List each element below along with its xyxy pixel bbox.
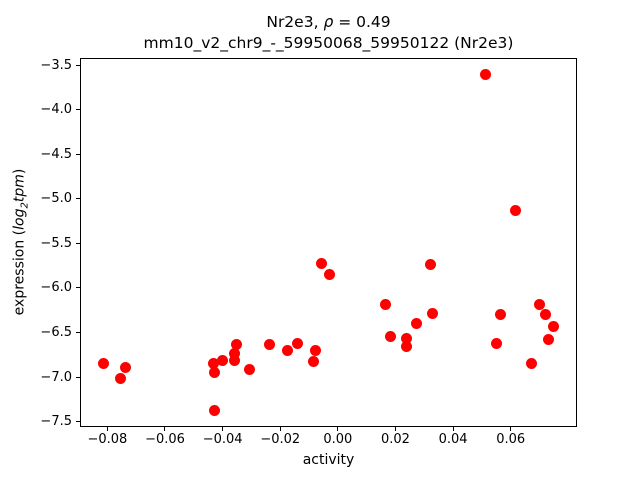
y-tick-label: −6.5 <box>40 325 72 341</box>
data-point <box>400 341 412 353</box>
x-tick-mark <box>106 427 108 431</box>
title-rho-symbol: ρ <box>323 13 334 31</box>
y-tick-mark <box>76 153 80 155</box>
x-tick-mark <box>279 427 281 431</box>
data-point <box>315 258 327 270</box>
x-tick-label: −0.06 <box>145 432 185 447</box>
data-point <box>281 344 293 356</box>
x-tick-mark <box>394 427 396 431</box>
data-point <box>323 269 335 281</box>
x-tick-label: 0.06 <box>496 432 526 447</box>
data-point <box>479 68 491 80</box>
y-tick-mark <box>76 198 80 200</box>
data-point <box>263 338 275 350</box>
data-point <box>427 308 439 320</box>
y-tick-label: −4.0 <box>40 102 72 118</box>
y-label-suffix: ) <box>11 168 28 175</box>
plot-area <box>80 58 577 427</box>
data-point <box>384 330 396 342</box>
data-point <box>424 259 436 271</box>
data-point <box>120 361 132 373</box>
data-point <box>411 318 423 330</box>
data-point <box>495 309 507 321</box>
data-point <box>216 354 228 366</box>
y-tick-label: −5.5 <box>40 235 72 251</box>
data-point <box>491 337 503 349</box>
y-tick-label: −6.0 <box>40 280 72 296</box>
data-point <box>114 373 126 385</box>
x-tick-label: 0.04 <box>438 432 468 447</box>
chart-title-line1: Nr2e3, ρ = 0.49 <box>80 12 577 33</box>
y-tick-label: −7.0 <box>40 369 72 385</box>
data-point <box>379 299 391 311</box>
y-tick-label: −3.5 <box>40 57 72 73</box>
y-tick-mark <box>76 421 80 423</box>
x-tick-mark <box>510 427 512 431</box>
x-tick-label: −0.08 <box>87 432 128 447</box>
y-tick-mark <box>76 287 80 289</box>
y-label-log: log <box>11 208 28 230</box>
x-tick-label: 0.00 <box>323 432 353 447</box>
data-point <box>540 309 552 321</box>
x-tick-mark <box>337 427 339 431</box>
data-point <box>230 338 242 350</box>
y-tick-mark <box>76 332 80 334</box>
x-tick-mark <box>452 427 454 431</box>
y-tick-label: −7.5 <box>40 414 72 430</box>
x-tick-mark <box>164 427 166 431</box>
y-tick-mark <box>76 242 80 244</box>
data-point <box>309 344 321 356</box>
x-tick-label: 0.02 <box>381 432 410 447</box>
chart-title: Nr2e3, ρ = 0.49 mm10_v2_chr9_-_59950068_… <box>80 12 577 53</box>
y-tick-mark <box>76 64 80 66</box>
x-tick-label: −0.04 <box>202 432 243 447</box>
data-point <box>208 404 220 416</box>
title-gene-prefix: Nr2e3, <box>266 13 324 31</box>
data-point <box>533 298 545 310</box>
data-point <box>292 337 304 349</box>
y-tick-label: −4.5 <box>40 146 72 162</box>
data-point <box>229 354 241 366</box>
y-tick-mark <box>76 376 80 378</box>
data-point <box>542 334 554 346</box>
x-tick-mark <box>222 427 224 431</box>
data-point <box>228 347 240 359</box>
data-point <box>401 333 413 345</box>
data-point <box>307 355 319 367</box>
data-point <box>208 358 220 370</box>
data-point <box>525 358 537 370</box>
y-tick-label: −5.0 <box>40 191 72 207</box>
data-point <box>97 358 109 370</box>
chart-subtitle: mm10_v2_chr9_-_59950068_59950122 (Nr2e3) <box>143 33 514 52</box>
data-point <box>510 204 522 216</box>
title-rho-value: = 0.49 <box>333 13 391 31</box>
data-point <box>244 364 256 376</box>
x-axis-label: activity <box>302 452 355 468</box>
data-point <box>547 320 559 332</box>
data-point <box>209 367 221 379</box>
y-tick-mark <box>76 109 80 111</box>
x-tick-label: −0.02 <box>260 432 301 447</box>
